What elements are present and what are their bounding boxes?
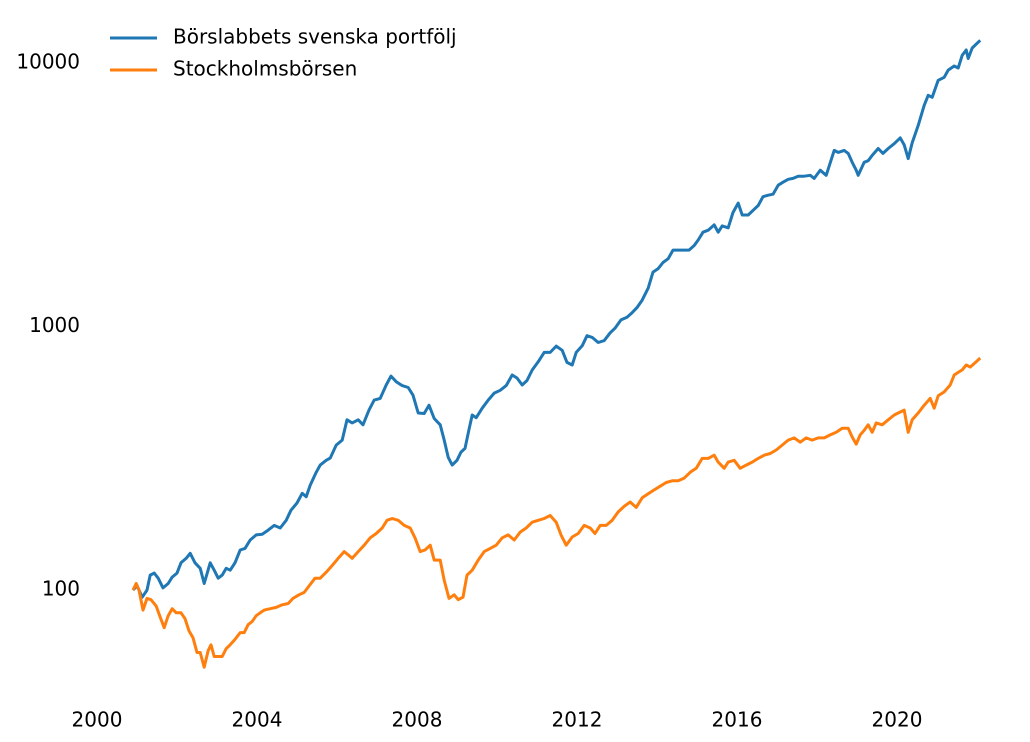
x-tick-label: 2008 <box>392 708 443 732</box>
x-tick-label: 2004 <box>232 708 283 732</box>
y-tick-label: 10000 <box>16 50 80 74</box>
legend-label: Stockholmsbörsen <box>173 57 357 81</box>
x-tick-label: 2016 <box>712 708 763 732</box>
y-tick-label: 1000 <box>29 313 80 337</box>
legend-label: Börslabbets svenska portfölj <box>173 25 457 49</box>
line-series <box>131 39 982 599</box>
x-tick-label: 2000 <box>72 708 123 732</box>
y-tick-label: 100 <box>42 577 80 601</box>
line-series <box>131 356 982 669</box>
x-tick-label: 2020 <box>872 708 923 732</box>
x-tick-label: 2012 <box>552 708 603 732</box>
